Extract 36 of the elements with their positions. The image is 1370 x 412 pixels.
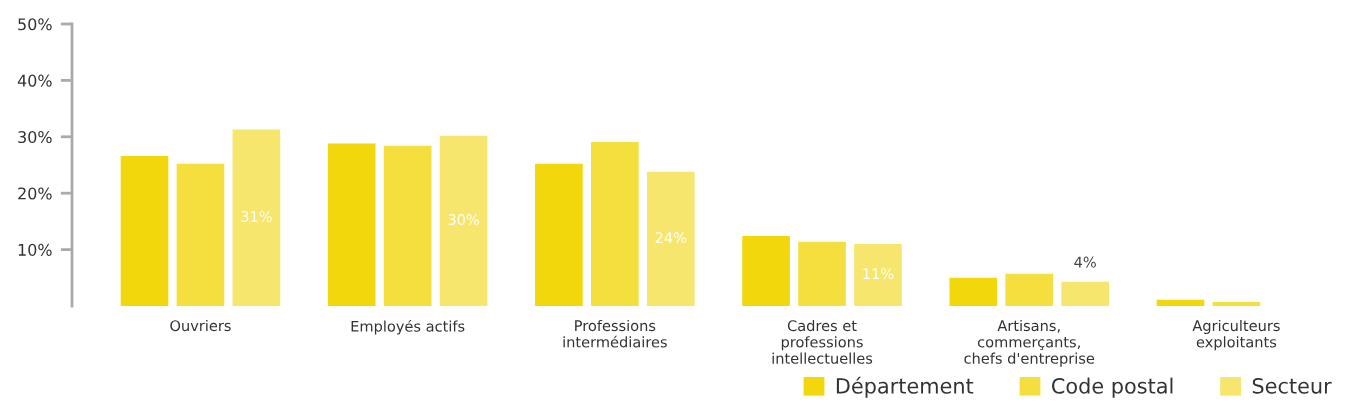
legend-label: Département xyxy=(836,376,974,398)
data-label: 11% xyxy=(863,268,894,280)
bar xyxy=(1156,299,1205,306)
y-tick-label: 20% xyxy=(18,187,52,200)
bar xyxy=(742,236,790,306)
legend-label: Secteur xyxy=(1252,377,1332,394)
bar xyxy=(535,163,583,306)
legend-label: Code postal xyxy=(1051,377,1173,398)
data-label: 31% xyxy=(241,210,272,222)
bar xyxy=(1061,281,1109,306)
bar xyxy=(854,243,902,306)
data-label: 4% xyxy=(1074,256,1096,268)
x-tick-label: Professions intermédiaires xyxy=(563,319,667,348)
bar xyxy=(949,277,998,306)
bar xyxy=(1212,302,1261,306)
y-tick-label: 10% xyxy=(18,243,52,256)
y-tick-label: 50% xyxy=(18,18,52,31)
x-tick-label: Ouvriers xyxy=(170,319,231,332)
bar xyxy=(646,171,695,306)
bar xyxy=(327,143,376,306)
bar xyxy=(591,141,639,306)
bar xyxy=(176,163,225,306)
data-label: 24% xyxy=(655,232,687,244)
x-tick-label: Cadres et professions intellectuelles xyxy=(772,319,873,364)
bar xyxy=(1005,273,1054,306)
bar xyxy=(439,135,488,306)
x-tick-label: Agriculteurs exploitants xyxy=(1192,319,1280,351)
bar xyxy=(232,129,281,306)
y-tick-label: 40% xyxy=(17,74,52,87)
bar xyxy=(383,145,432,306)
y-tick-label: 30% xyxy=(18,131,52,144)
data-label: 30% xyxy=(448,214,479,226)
x-tick-label: Employés actifs xyxy=(351,319,465,335)
bar xyxy=(798,241,846,306)
bar xyxy=(120,155,169,306)
x-tick-label: Artisans, commerçants, chefs d'entreprise xyxy=(964,319,1095,367)
